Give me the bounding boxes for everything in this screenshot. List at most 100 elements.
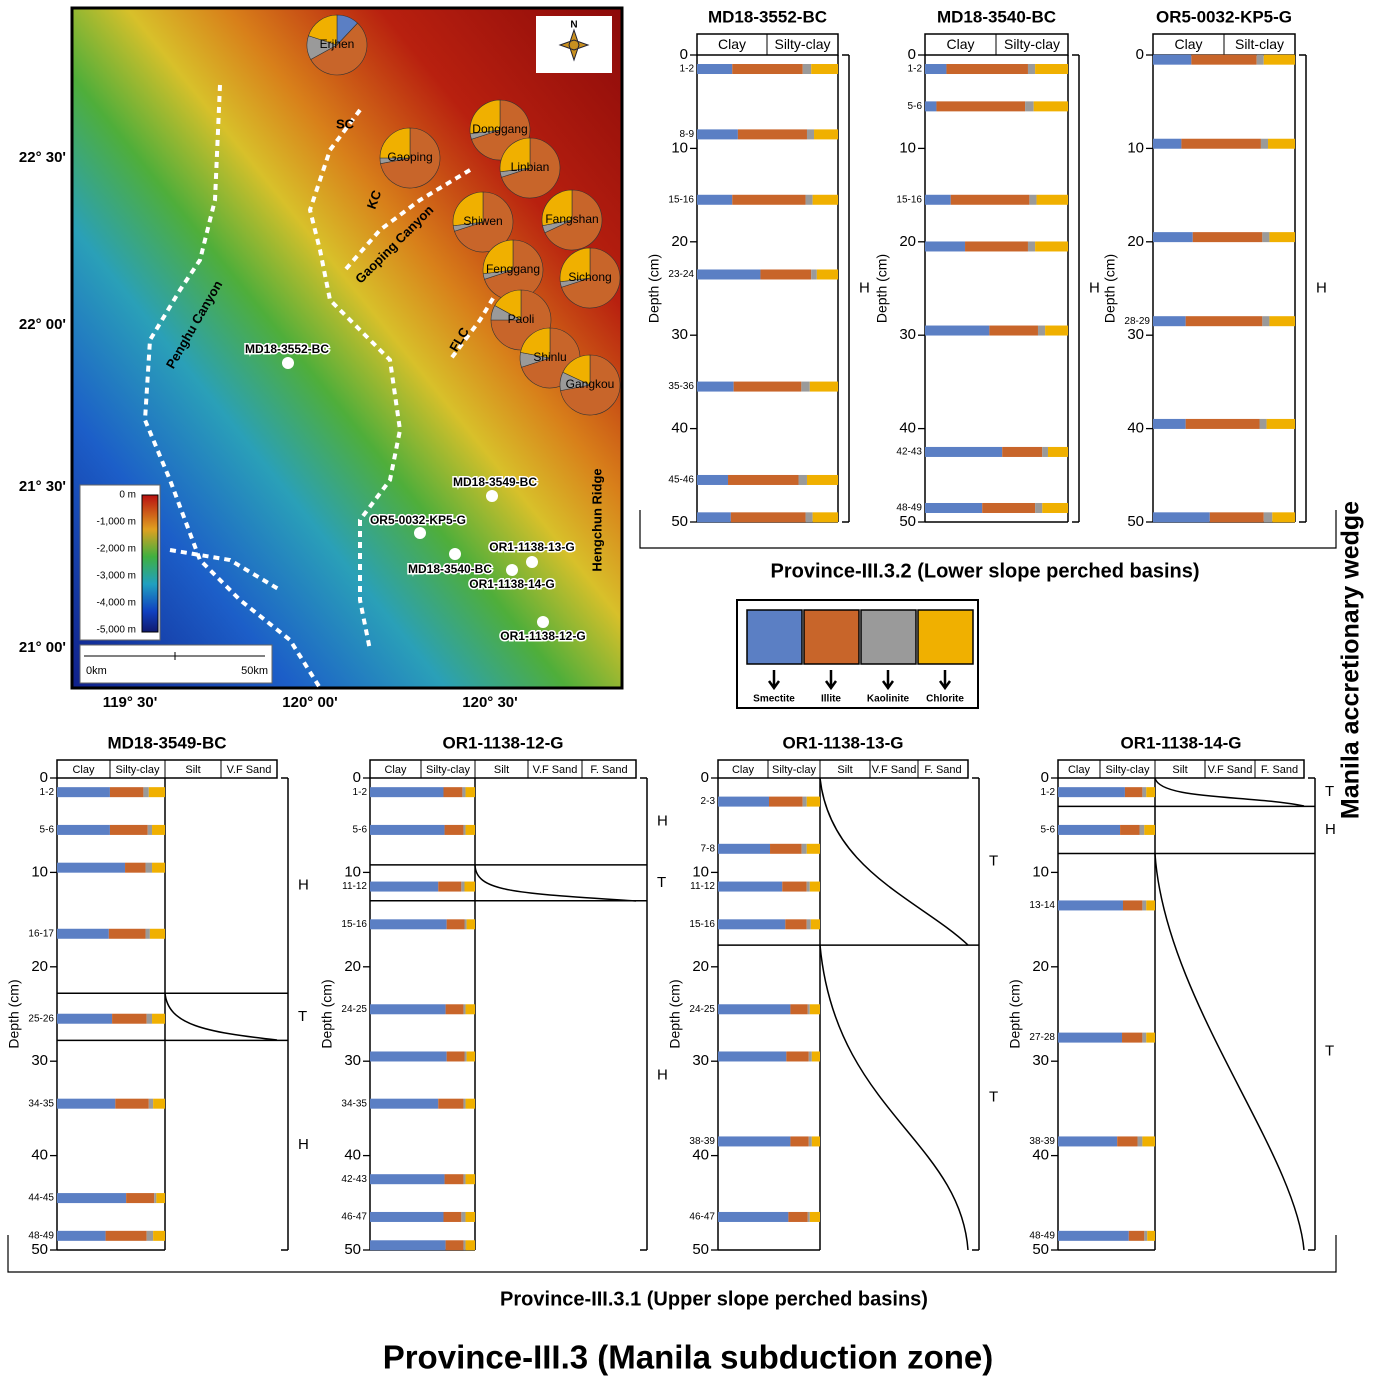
upper-bracket	[7, 1235, 1337, 1273]
clay-segment	[697, 474, 729, 485]
clay-segment	[925, 64, 947, 75]
pie-label: Donggang	[472, 122, 527, 136]
clay-segment	[1128, 1230, 1145, 1241]
clay-segment	[1036, 194, 1068, 205]
clay-segment	[465, 1240, 475, 1251]
clay-segment	[1058, 824, 1121, 835]
pie-slice	[501, 137, 561, 199]
clay-segment	[465, 1174, 475, 1185]
clay-segment	[109, 787, 144, 798]
clay-segment	[806, 919, 811, 930]
clay-segment	[809, 1004, 820, 1015]
y-tick-label: 50	[1032, 1241, 1049, 1258]
y-tick-label: 30	[1127, 326, 1144, 343]
clay-segment	[438, 881, 462, 892]
clay-segment	[697, 269, 761, 280]
lat-label: 22° 30'	[19, 149, 66, 166]
column-header: Clay	[1174, 36, 1202, 52]
clay-segment	[1122, 1032, 1143, 1043]
clay-segment	[811, 64, 838, 75]
y-tick-label: 10	[344, 863, 361, 880]
clay-segment	[806, 881, 810, 892]
canyon	[169, 548, 282, 592]
y-tick-label: 10	[899, 139, 916, 156]
core-title: MD18-3552-BC	[708, 7, 827, 26]
station-label: OR1-1138-13-G	[489, 540, 574, 554]
sample-label: 25-26	[28, 1013, 54, 1024]
y-tick-label: 40	[1032, 1147, 1049, 1164]
column-header: Clay	[72, 764, 95, 776]
clay-segment	[1027, 241, 1036, 252]
y-tick-label: 10	[692, 863, 709, 880]
y-tick-label: 20	[344, 958, 361, 975]
clay-segment	[806, 796, 820, 807]
core-title: OR1-1138-14-G	[1121, 733, 1242, 752]
pie-slice	[452, 191, 484, 227]
clay-segment	[737, 129, 807, 140]
clay-segment	[1142, 1136, 1155, 1147]
unit-label: H	[859, 279, 870, 296]
clay-segment	[1122, 900, 1143, 911]
unit-label: H	[657, 812, 668, 829]
grain-curves	[164, 777, 1305, 1251]
sample-label: 38-39	[689, 1136, 715, 1147]
y-tick-label: 0	[1041, 769, 1049, 786]
y-tick-label: 30	[671, 326, 688, 343]
clay-segment	[152, 862, 165, 873]
y-tick-label: 20	[1032, 958, 1049, 975]
clay-segment	[463, 1004, 466, 1015]
y-tick-label: 20	[671, 233, 688, 250]
sample-label: 2-3	[701, 796, 716, 807]
clay-segment	[811, 1051, 820, 1062]
sample-label: 1-2	[353, 787, 368, 798]
y-tick-label: 10	[671, 139, 688, 156]
clay-segment	[697, 129, 738, 140]
clay-segment	[812, 194, 838, 205]
clay-segment	[147, 824, 153, 835]
side-label: Manila accretionary wedge	[1337, 501, 1365, 819]
y-tick-label: 0	[1136, 46, 1144, 63]
sample-label: 15-16	[689, 919, 715, 930]
clay-segment	[1027, 64, 1036, 75]
clay-segment	[1263, 512, 1273, 523]
unit-label: H	[1089, 279, 1100, 296]
clay-segment	[370, 787, 444, 798]
clay-segment	[57, 928, 109, 939]
pie-slice	[494, 289, 522, 321]
clay-segment	[816, 269, 838, 280]
legend-swatch	[803, 609, 860, 665]
clay-segment	[1153, 232, 1193, 243]
clay-segment	[463, 1174, 466, 1185]
clay-segment	[801, 843, 807, 854]
clay-segment	[1269, 316, 1295, 327]
y-tick-label: 40	[899, 420, 916, 437]
legend-swatch	[860, 609, 917, 665]
clay-segment	[125, 862, 146, 873]
sample-label: 11-12	[342, 881, 367, 892]
clay-segment	[718, 919, 786, 930]
clay-segment	[806, 474, 838, 485]
legend-arrow	[881, 670, 895, 691]
unit-label: H	[657, 1066, 668, 1083]
feature-label: SC	[336, 116, 355, 131]
clay-segment	[1037, 325, 1046, 336]
clay-segment	[1144, 1230, 1148, 1241]
legend-arrow	[938, 670, 952, 691]
station-dot	[526, 556, 538, 568]
clay-segment	[466, 1051, 475, 1062]
legend-label: Illite	[821, 694, 841, 705]
clay-segment	[802, 64, 812, 75]
clay-segment	[760, 269, 812, 280]
clay-segment	[946, 64, 1028, 75]
clay-segment	[1263, 54, 1295, 65]
gaoping-canyon	[307, 108, 403, 651]
sample-label: 7-8	[701, 843, 716, 854]
clay-segment	[370, 1211, 444, 1222]
clay-segment	[1146, 1032, 1155, 1043]
clay-segment	[718, 1004, 791, 1015]
colorbar-label: -5,000 m	[97, 625, 136, 636]
clay-segment	[925, 502, 983, 513]
clay-segment	[1192, 232, 1263, 243]
y-tick-label: 50	[671, 513, 688, 530]
clay-segment	[1047, 446, 1068, 457]
